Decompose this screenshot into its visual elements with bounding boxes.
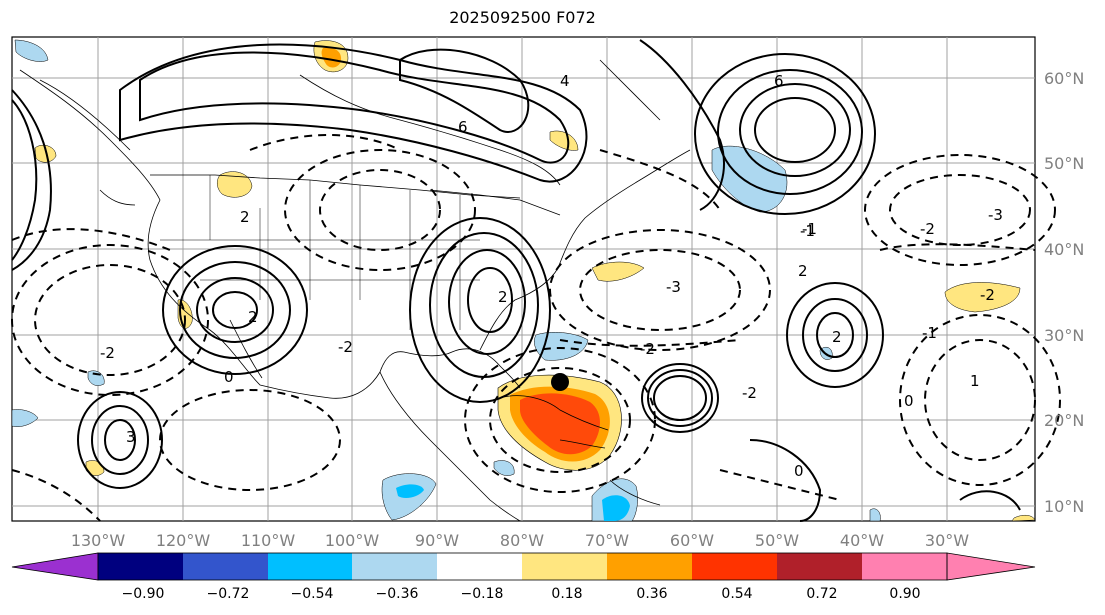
colorbar-segment — [183, 553, 268, 580]
colorbar-tick-label: 0.54 — [721, 586, 752, 602]
longitude-label: 50°W — [755, 531, 799, 550]
latitude-label: 60°N — [1044, 69, 1084, 88]
colorbar-tick-label: 0.90 — [889, 586, 920, 602]
colorbar-tick-label: −0.18 — [461, 586, 504, 602]
contour-label: -2 — [640, 340, 655, 358]
colorbar-segment — [607, 553, 692, 580]
colorbar-underflow — [11, 552, 99, 581]
contour-label: 6 — [774, 72, 784, 90]
dashed-contours — [11, 134, 1061, 522]
longitude-label: 130°W — [71, 531, 126, 550]
contour-label: -1 — [802, 220, 817, 238]
contour-label: -2 — [980, 286, 995, 304]
contour-label: 2 — [240, 208, 250, 226]
latitude-label: 10°N — [1044, 497, 1084, 516]
colorbar-segment — [352, 553, 437, 580]
colorbar-tick-label: −0.36 — [376, 586, 419, 602]
latitude-label: 30°N — [1044, 326, 1084, 345]
contour-label: -1 — [922, 324, 937, 342]
contour-label: 2 — [832, 328, 842, 346]
contour-label: 1 — [970, 372, 980, 390]
contour-label: -2 — [742, 384, 757, 402]
longitude-label: 40°W — [840, 531, 884, 550]
contour-label: 2 — [498, 288, 508, 306]
contour-label: 2 — [798, 262, 808, 280]
colorbar-segment — [862, 553, 947, 580]
colorbar-segment — [777, 553, 862, 580]
longitude-label: 80°W — [500, 531, 544, 550]
map-frame — [11, 36, 1036, 522]
colorbar-segment — [522, 553, 607, 580]
latitude-label: 20°N — [1044, 411, 1084, 430]
colorbar-segment — [692, 553, 777, 580]
contour-label: 4 — [560, 72, 570, 90]
contour-label: 2 — [248, 308, 258, 326]
colorbar-segment — [268, 553, 352, 580]
colorbar-segment — [437, 553, 522, 580]
longitude-label: 120°W — [156, 531, 211, 550]
solid-contours — [11, 39, 1021, 522]
colorbar: −0.90 −0.72 −0.54 −0.36 −0.18 0.18 0.36 … — [11, 552, 1036, 602]
contour-label: -3 — [988, 206, 1003, 224]
longitude-label: 100°W — [325, 531, 380, 550]
contour-label: -2 — [338, 338, 353, 356]
longitude-label: 90°W — [415, 531, 459, 550]
colorbar-tick-label: −0.54 — [291, 586, 334, 602]
contour-label: 0 — [224, 368, 234, 386]
contour-label: -1 — [800, 222, 815, 240]
contour-label: 0 — [904, 392, 914, 410]
colorbar-tick-label: −0.72 — [207, 586, 250, 602]
colorbar-tick-label: 0.72 — [806, 586, 837, 602]
longitude-labels: 130°W 120°W 110°W 100°W 90°W 80°W 70°W 6… — [71, 531, 969, 550]
colorbar-tick-label: 0.36 — [636, 586, 667, 602]
longitude-label: 30°W — [925, 531, 969, 550]
positive-anomaly-caribbean-core — [520, 393, 600, 455]
longitude-label: 60°W — [670, 531, 714, 550]
latitude-labels: 60°N 50°N 40°N 30°N 20°N 10°N — [1044, 69, 1084, 516]
contour-labels: 6 6 2 3 2 0 2 2 4 0 -3 -2 -2 -3 -2 -1 -1… — [100, 72, 1003, 480]
colorbar-tick-label: 0.18 — [551, 586, 582, 602]
storm-center-marker — [551, 373, 569, 391]
contour-label: 6 — [458, 118, 468, 136]
longitude-label: 70°W — [585, 531, 629, 550]
graticule — [12, 37, 1035, 521]
contour-label: -3 — [666, 278, 681, 296]
coastlines — [19, 59, 691, 522]
contour-label: 3 — [126, 428, 136, 446]
contour-label: 0 — [794, 462, 804, 480]
latitude-label: 40°N — [1044, 240, 1084, 259]
colorbar-tick-label: −0.90 — [122, 586, 165, 602]
latitude-label: 50°N — [1044, 154, 1084, 173]
contour-label: -2 — [100, 344, 115, 362]
colorbar-overflow — [946, 552, 1036, 581]
contour-label: -2 — [920, 220, 935, 238]
colorbar-segment — [98, 553, 183, 580]
map-title: 2025092500 F072 — [449, 8, 596, 27]
longitude-label: 110°W — [241, 531, 296, 550]
